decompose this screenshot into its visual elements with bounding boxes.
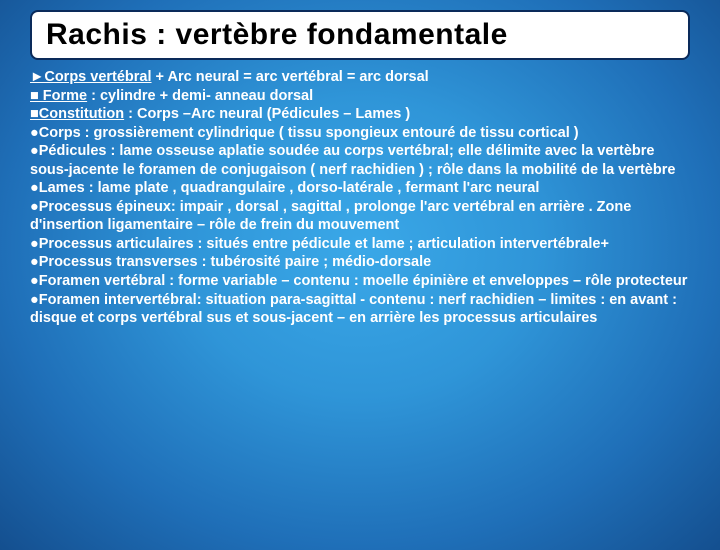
slide-title: Rachis : vertèbre fondamentale <box>46 18 674 52</box>
line-7: ●Processus épineux: impair , dorsal , sa… <box>30 198 690 235</box>
line-2-rest: : cylindre + demi- anneau dorsal <box>87 88 313 104</box>
line-3-rest: : Corps –Arc neural (Pédicules – Lames ) <box>124 106 410 122</box>
line-2-underlined: ■ Forme <box>30 88 87 104</box>
line-10: ●Foramen vertébral : forme variable – co… <box>30 272 690 291</box>
line-1: ►Corps vertébral + Arc neural = arc vert… <box>30 68 690 87</box>
title-box: Rachis : vertèbre fondamentale <box>30 10 690 60</box>
line-2: ■ Forme : cylindre + demi- anneau dorsal <box>30 87 690 106</box>
line-8: ●Processus articulaires : situés entre p… <box>30 235 690 254</box>
line-5: ●Pédicules : lame osseuse aplatie soudée… <box>30 142 690 179</box>
line-3: ■Constitution : Corps –Arc neural (Pédic… <box>30 105 690 124</box>
slide-body: ►Corps vertébral + Arc neural = arc vert… <box>0 68 720 328</box>
line-3-underlined: ■Constitution <box>30 106 124 122</box>
line-4: ●Corps : grossièrement cylindrique ( tis… <box>30 124 690 143</box>
line-6: ●Lames : lame plate , quadrangulaire , d… <box>30 179 690 198</box>
line-1-underlined: ►Corps vertébral <box>30 69 152 85</box>
line-9: ●Processus transverses : tubérosité pair… <box>30 253 690 272</box>
line-1-rest: + Arc neural = arc vertébral = arc dorsa… <box>152 69 429 85</box>
line-11: ●Foramen intervertébral: situation para-… <box>30 291 690 328</box>
